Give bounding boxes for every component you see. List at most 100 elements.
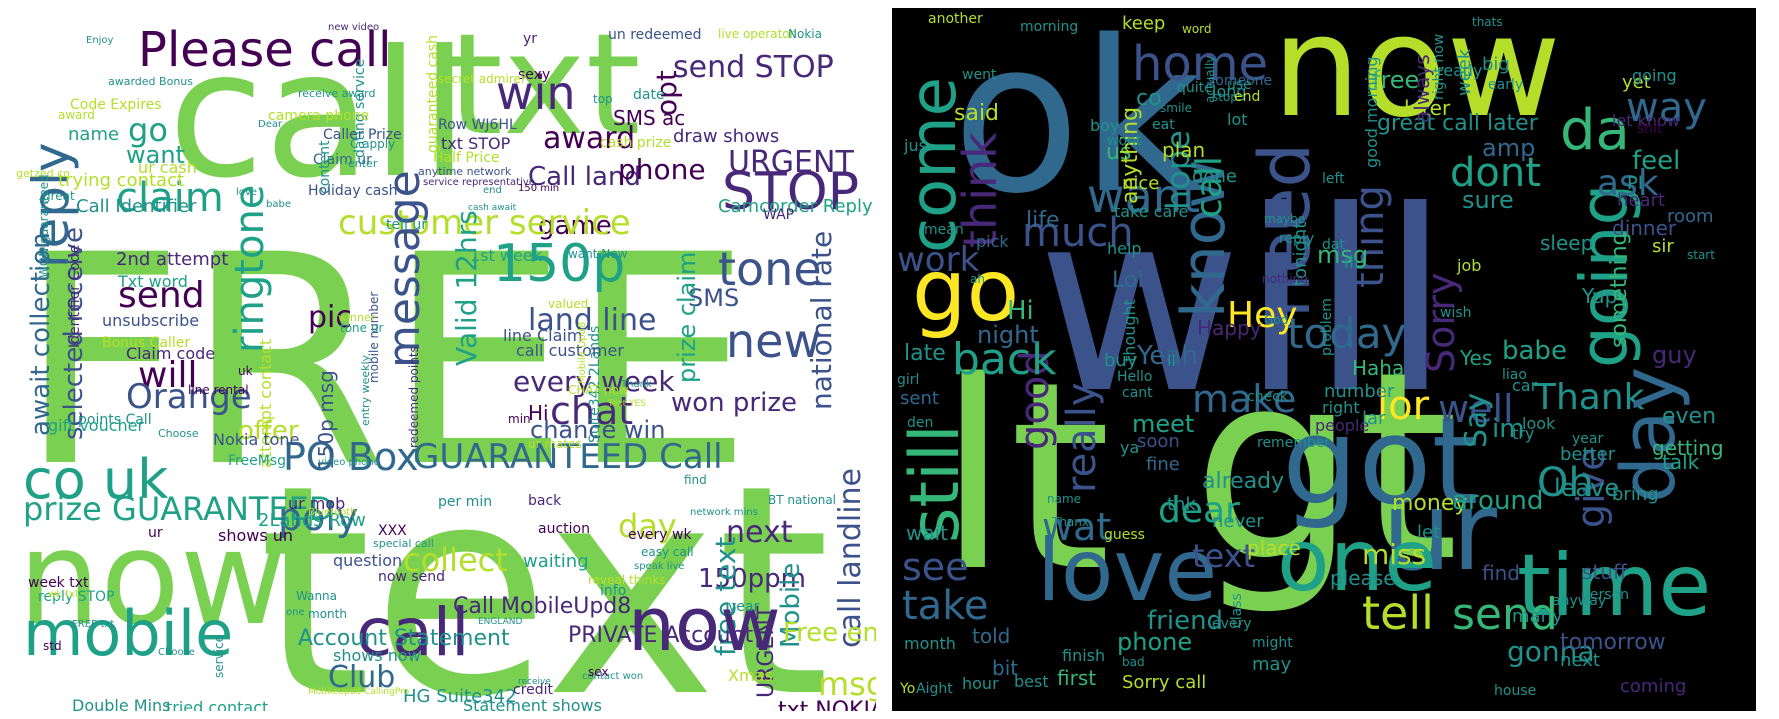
ham-cloud-word: ll xyxy=(1167,351,1176,370)
ham-cloud-word: coming xyxy=(1620,676,1687,697)
ham-cloud-word: reply xyxy=(1279,231,1315,247)
spam-cloud-word: Valid 12hrs xyxy=(450,210,483,366)
spam-cloud-word: phone xyxy=(618,153,706,186)
spam-cloud-word: Holiday cash xyxy=(308,183,398,199)
ham-cloud-word: ya xyxy=(1120,438,1140,457)
spam-cloud-word: year xyxy=(728,599,760,615)
ham-cloud-word: better xyxy=(1560,444,1616,465)
spam-cloud-word: great xyxy=(43,189,75,203)
spam-cloud-word: ur xyxy=(148,525,163,541)
spam-cloud-word: speak live xyxy=(634,561,685,572)
spam-cloud-word: XXX xyxy=(378,523,407,539)
spam-cloud-word: Camcorder Reply xyxy=(718,196,873,217)
spam-cloud-word: winner xyxy=(338,311,376,324)
ham-cloud-word: plan xyxy=(1162,138,1206,162)
ham-cloud-word: take care xyxy=(1114,202,1189,221)
ham-cloud-word: first xyxy=(1057,666,1097,690)
spam-cloud-word: won prize xyxy=(671,388,797,418)
ham-cloud-word: Thanx xyxy=(1052,515,1089,529)
ham-cloud-word: big xyxy=(1482,54,1510,75)
ham-cloud-word: today xyxy=(1287,309,1407,358)
spam-cloud-word: entry weekly xyxy=(359,354,372,426)
ham-cloud-word: bad xyxy=(1122,655,1145,669)
spam-cloud-word: end xyxy=(483,185,502,196)
spam-cloud-word: valued xyxy=(548,297,589,311)
spam-cloud-word: mobile xyxy=(23,597,234,670)
ham-cloud-word: us xyxy=(1106,140,1132,165)
spam-cloud-word: un redeemed xyxy=(608,27,702,43)
ham-cloud-word: wont xyxy=(1107,133,1142,149)
spam-cloud-word: send STOP xyxy=(673,50,834,85)
ham-cloud-word: guy xyxy=(1652,341,1697,369)
ham-cloud-word: early xyxy=(1488,77,1524,93)
ham-cloud-word: girl xyxy=(897,372,920,388)
spam-cloud-word: Double Mins xyxy=(72,696,171,712)
spam-cloud-word: Bonus Caller xyxy=(102,335,191,351)
ham-cloud-word: mean xyxy=(924,222,964,238)
spam-cloud-word: FreeMsg xyxy=(228,453,286,469)
ham-cloud-word: time xyxy=(1517,536,1712,636)
ham-cloud-word: word xyxy=(1182,22,1212,36)
spam-cloud-word: send xyxy=(118,275,205,316)
ham-cloud-word: done xyxy=(1192,166,1237,187)
ham-cloud-word: want xyxy=(1087,169,1201,223)
ham-cloud-word: gonna xyxy=(1507,635,1595,668)
ham-cloud-word: number xyxy=(1324,381,1395,402)
ham-cloud-word: talk xyxy=(1662,450,1700,474)
spam-cloud-word: new xyxy=(726,314,822,368)
ham-cloud-word: ur xyxy=(1382,467,1497,595)
ham-cloud-word: getting xyxy=(1652,436,1724,460)
spam-cloud-word: auction xyxy=(538,521,590,537)
spam-cloud-word: award xyxy=(543,121,636,156)
ham-cloud-word: take xyxy=(902,583,989,629)
spam-cloud-word: name xyxy=(68,124,120,145)
ham-cloud-word: ready xyxy=(1437,61,1483,80)
ham-cloud-word: back xyxy=(952,334,1057,385)
spam-cloud-word: awarded Bonus xyxy=(108,75,193,88)
ham-cloud-word: great call later xyxy=(1377,111,1538,136)
ham-cloud-word: Sorry call xyxy=(1122,672,1207,693)
ham-cloud-word: ok xyxy=(952,8,1203,240)
spam-cloud-word: draw shows xyxy=(673,126,780,147)
spam-cloud-word: game xyxy=(538,211,612,241)
spam-cloud-word: week txt xyxy=(28,575,89,591)
spam-cloud-word: now xyxy=(18,502,287,654)
ham-cloud-word: said xyxy=(954,101,1000,126)
ham-cloud-word: feel xyxy=(1632,146,1681,176)
spam-cloud-word: win xyxy=(496,66,576,120)
spam-cloud-word: Call MobileUpd8 xyxy=(453,594,632,619)
ham-cloud-word: phone xyxy=(1117,628,1193,656)
ham-cloud-word: pick xyxy=(976,232,1009,251)
spam-cloud-word: service xyxy=(212,635,226,678)
ham-cloud-word: Say xyxy=(1459,392,1494,448)
spam-cloud-word: tell ur xyxy=(386,217,427,233)
spam-cloud-word: contact won xyxy=(582,671,644,682)
ham-cloud-word: guess xyxy=(1104,527,1145,543)
ham-cloud-word: Hi xyxy=(1007,296,1034,326)
ham-cloud-word: hour xyxy=(962,674,999,693)
ham-cloud-word: gt xyxy=(1192,317,1459,619)
spam-cloud-word: text xyxy=(258,424,831,712)
ham-cloud-word: lor xyxy=(1377,383,1430,429)
ham-cloud-word: long xyxy=(1212,82,1247,101)
ham-cloud-word: cant xyxy=(1122,385,1153,401)
ham-cloud-word: bring xyxy=(1612,484,1659,505)
ham-cloud-word: dont xyxy=(1450,150,1541,196)
spam-cloud-word: content xyxy=(317,140,333,194)
spam-cloud-word: ENGLAND xyxy=(478,617,523,627)
ham-cloud-word: good morning xyxy=(1362,56,1381,168)
spam-cloud-word: ur cash xyxy=(138,158,197,177)
spam-cloud-word: txt xyxy=(448,8,641,167)
spam-cloud-word: tone xyxy=(718,242,822,296)
ham-cloud-word: see xyxy=(902,545,969,589)
ham-cloud-word: best xyxy=(1014,672,1049,691)
ham-cloud-word: eat xyxy=(1152,117,1175,133)
spam-cloud-word: every week xyxy=(513,365,675,398)
spam-cloud-word: Caller Prize xyxy=(323,127,402,143)
ham-cloud-word: dinner xyxy=(1612,216,1677,240)
ham-cloud-word: liao xyxy=(1502,367,1527,383)
spam-cloud-word: Call Identifier xyxy=(76,196,197,217)
ham-cloud-word: Hey xyxy=(1227,295,1298,336)
ham-cloud-word: yet xyxy=(1622,72,1651,93)
spam-cloud-word: 1st week xyxy=(470,246,542,265)
